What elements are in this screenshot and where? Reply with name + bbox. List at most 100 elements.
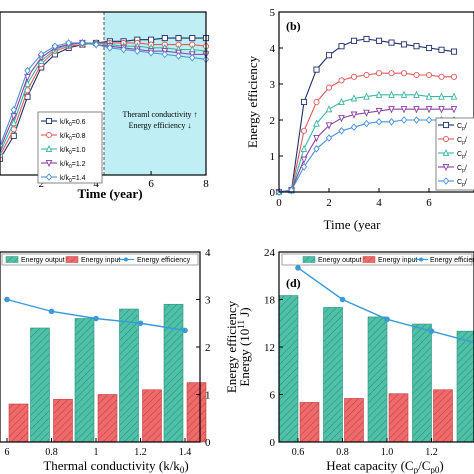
legend-b-label: Cp/ (457, 151, 467, 160)
series-b-2-point (313, 119, 320, 127)
x-tick-label-a: 2 (38, 178, 44, 190)
efficiency-point-c (4, 296, 10, 303)
bar-energy-input (142, 389, 162, 443)
bar-energy-input (53, 398, 73, 443)
panel-b-xlabel: Time (year (324, 217, 382, 232)
series-b-0-point (400, 41, 408, 48)
series-b-2-point (325, 105, 333, 113)
efficiency-point-c (137, 320, 144, 327)
y-tick-label-b: 2 (270, 115, 276, 127)
series-b-1-point (400, 70, 408, 77)
legend-c-label: Energy input (81, 257, 120, 264)
series-b-4-point (388, 117, 395, 126)
series-b-3-point (350, 111, 358, 119)
legend-d-swatch (302, 256, 316, 263)
y-tick-label-d: 0 (270, 437, 276, 449)
legend-a-marker (45, 159, 53, 168)
y-tick-label-b: 4 (270, 43, 276, 55)
bar-energy-output (278, 295, 299, 443)
series-b-2-point (413, 90, 420, 98)
efficiency-point-d (384, 316, 390, 323)
legend-b-marker (442, 177, 450, 185)
x-tick-label-c: 1.2 (134, 447, 147, 458)
legend-c-swatch-point (124, 257, 128, 262)
x-tick-label-d: 0.8 (336, 447, 349, 458)
panel-b-legend (435, 117, 474, 191)
series-b-1-point (375, 70, 383, 77)
legend-b-label: Cp/ (457, 137, 467, 146)
series-b-2-point (300, 144, 308, 152)
efficiency-point-c (182, 327, 188, 334)
series-b-1-point (338, 77, 345, 84)
series-a-4-point (189, 53, 196, 62)
bar-energy-input (433, 389, 453, 443)
y-tick-label-b: 5 (270, 7, 276, 19)
legend-a-label: k/k0=1.0 (60, 147, 86, 156)
series-b-0-point (438, 46, 445, 53)
series-b-3-point (375, 107, 383, 116)
series-b-2-point (438, 92, 445, 100)
legend-c-label: Energy efficiency (137, 257, 191, 264)
panel-b-ylabel: Energy efficiency (245, 55, 260, 148)
series-a-0-point (175, 35, 182, 42)
legend-d-swatch (362, 256, 376, 263)
bar-energy-output (119, 308, 139, 443)
series-a-2-point (24, 79, 31, 87)
legend-d-swatch-point (419, 257, 423, 262)
series-b-3-point (413, 106, 420, 114)
x-tick-label-c: 1.4 (179, 447, 192, 458)
series-a-4-point (147, 48, 155, 57)
panel-c-ylabel: Energy efficiency (224, 300, 239, 393)
y2-tick-label-c: 3 (205, 295, 211, 307)
series-b-0-point (375, 37, 383, 44)
legend-b-marker (442, 148, 450, 157)
series-b-3-point (400, 106, 408, 114)
series-a-4-point (92, 40, 100, 49)
panel-d-xlabel: Heat capacity (Cp/Cp0) (326, 458, 443, 474)
panel-d-ylabel: Energy (1011 J) (236, 307, 252, 386)
legend-a-label: k/k0=1.2 (60, 161, 86, 170)
x-tick-label-b: 6 (426, 197, 432, 209)
series-a-0-point (189, 35, 196, 42)
legend-b-marker (442, 121, 450, 129)
series-a-0-point (161, 35, 168, 42)
series-b-3-point (325, 122, 333, 130)
bar-energy-output (323, 307, 343, 443)
bar-energy-output (30, 327, 50, 443)
series-b-4-point (313, 144, 320, 153)
series-a-0-point (10, 132, 17, 139)
series-b-1-point (425, 71, 433, 79)
series-b-1-point (388, 70, 395, 77)
series-a-0-point (148, 36, 155, 43)
efficiency-point-c (93, 315, 99, 322)
series-b-1-point (450, 73, 458, 80)
series-b-0-point (313, 66, 320, 73)
bar-energy-output (163, 303, 184, 443)
series-b-0-point (338, 43, 345, 50)
legend-b-label: Cp/ (457, 165, 467, 174)
y-tick-label-d: 6 (270, 390, 276, 402)
series-b-4-point (300, 162, 308, 171)
series-b-2-point (425, 92, 433, 100)
series-b-2-point (338, 97, 345, 106)
legend-b-marker (442, 135, 450, 143)
series-b-0-point (413, 43, 420, 50)
bar-energy-input (388, 393, 409, 443)
series-a-4-point (51, 42, 59, 51)
series-b-2-point (400, 90, 408, 98)
series-a-4-point (10, 105, 17, 114)
efficiency-point-d (428, 328, 435, 334)
y-tick-label-b: 1 (270, 151, 276, 163)
legend-a-marker (45, 173, 53, 181)
series-b-1-point (350, 73, 358, 80)
legend-d-label: Energy output (318, 257, 362, 264)
legend-c-label: Energy output (21, 257, 65, 264)
bar-energy-output (367, 316, 388, 443)
series-b-2-point (350, 94, 358, 102)
legend-d-label: Energy input (378, 257, 417, 264)
y2-tick-label-c: 0 (205, 437, 211, 449)
series-a-4-point (106, 44, 114, 52)
panel-d-label: (d) (286, 276, 301, 290)
bar-energy-input (344, 398, 364, 443)
panel-b-label: (b) (286, 19, 301, 33)
